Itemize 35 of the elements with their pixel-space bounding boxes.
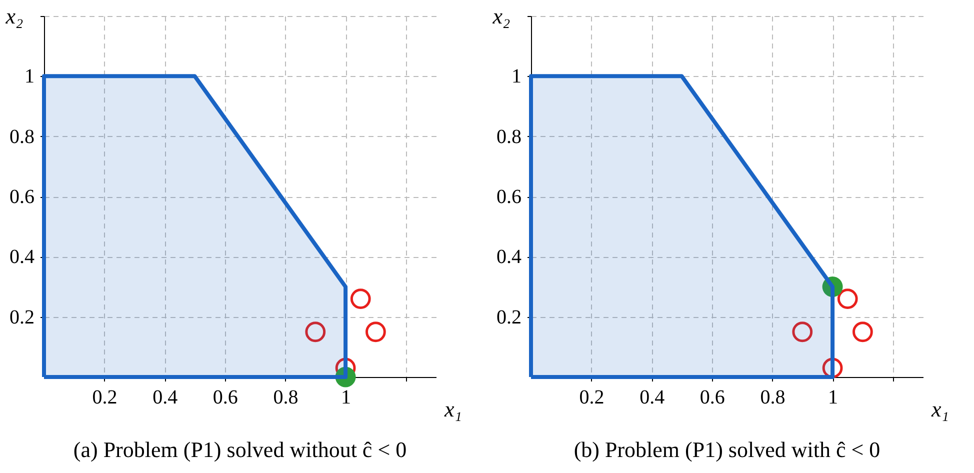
x-tick-label: 0.8 (760, 386, 786, 408)
x-tick-label: 1 (828, 386, 838, 408)
x-tick-label: 0.2 (579, 386, 604, 408)
y-tick-label: 0.6 (10, 186, 34, 208)
point (837, 288, 858, 309)
x-tick-label: 0.2 (92, 386, 118, 408)
y-axis-title: x₂ (4, 4, 24, 28)
y-tick-label: 0.4 (496, 246, 522, 268)
point (366, 322, 386, 342)
x-tick-label: 0.6 (700, 386, 725, 408)
y-axis-title: x₂ (492, 4, 511, 28)
y-tick-label: 0.4 (10, 246, 34, 268)
point (852, 322, 873, 342)
point (305, 322, 326, 342)
x-axis-title: x₁ (930, 396, 949, 422)
x-tick-label: 1 (341, 386, 352, 408)
y-tick-label: 1 (512, 66, 522, 88)
point (350, 288, 371, 309)
point (822, 276, 843, 297)
point (822, 358, 843, 378)
x-tick-label: 0.6 (212, 386, 238, 408)
point (335, 366, 356, 388)
point (792, 322, 813, 342)
y-tick-label: 0.2 (10, 306, 34, 328)
x-tick-label: 0.4 (640, 386, 665, 408)
text: (a) Problem (P1) solved without ĉ < 0 (73, 437, 407, 462)
x-tick-label: 0.4 (152, 386, 178, 408)
y-tick-label: 0.8 (10, 126, 34, 148)
x-axis-title: x₁ (444, 396, 462, 422)
x-tick-label: 0.8 (273, 386, 298, 408)
text: (b) Problem (P1) solved with ĉ < 0 (574, 437, 880, 462)
y-tick-label: 0.6 (496, 186, 522, 208)
y-tick-label: 0.8 (496, 126, 522, 148)
y-tick-label: 1 (24, 66, 34, 88)
y-tick-label: 0.2 (496, 306, 522, 328)
